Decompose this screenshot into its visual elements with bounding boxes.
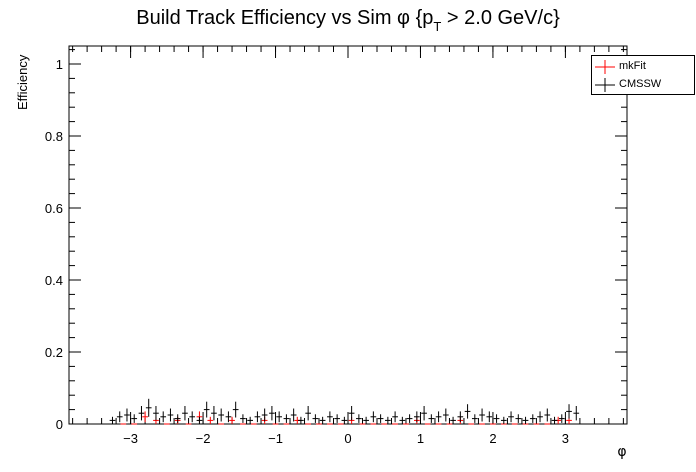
y-tick-label: 0.6 xyxy=(45,201,63,216)
y-tick-label: 1 xyxy=(56,57,63,72)
x-tick-label: −2 xyxy=(196,431,211,446)
y-tick-label: 0.2 xyxy=(45,345,63,360)
x-tick-label: 0 xyxy=(344,431,351,446)
x-tick-label: −3 xyxy=(123,431,138,446)
x-tick-label: −1 xyxy=(268,431,283,446)
chart-title-main: Build Track Efficiency vs Sim φ {p xyxy=(136,7,433,29)
chart-title-subscript: T xyxy=(433,19,441,34)
legend-swatch-mkfit xyxy=(595,60,615,74)
series-layer xyxy=(109,398,580,425)
x-axis-label: φ xyxy=(617,444,626,460)
legend-swatch-cmssw xyxy=(595,78,615,92)
x-tick-label: 1 xyxy=(417,431,424,446)
x-tick-label: 2 xyxy=(489,431,496,446)
chart-title-tail: > 2.0 GeV/c} xyxy=(441,7,560,29)
legend-entry-mkfit: mkFit xyxy=(592,58,694,76)
x-tick-label: 3 xyxy=(562,431,569,446)
plot-frame xyxy=(68,45,628,425)
y-tick-label: 0.4 xyxy=(45,273,63,288)
y-axis-label: Efficiency xyxy=(15,54,30,110)
legend: mkFit CMSSW xyxy=(591,55,695,95)
legend-entry-cmssw: CMSSW xyxy=(592,76,694,94)
series-cmssw xyxy=(109,398,580,424)
x-axis: −3 −2 −1 0 1 2 3 xyxy=(72,46,624,446)
legend-label-mkfit: mkFit xyxy=(619,60,646,72)
chart-title: Build Track Efficiency vs Sim φ {pT > 2.… xyxy=(136,7,560,34)
legend-label-cmssw: CMSSW xyxy=(619,78,662,90)
y-axis: 0 0.2 0.4 0.6 0.8 1 xyxy=(45,49,627,432)
y-tick-label: 0 xyxy=(56,417,63,432)
y-tick-label: 0.8 xyxy=(45,129,63,144)
